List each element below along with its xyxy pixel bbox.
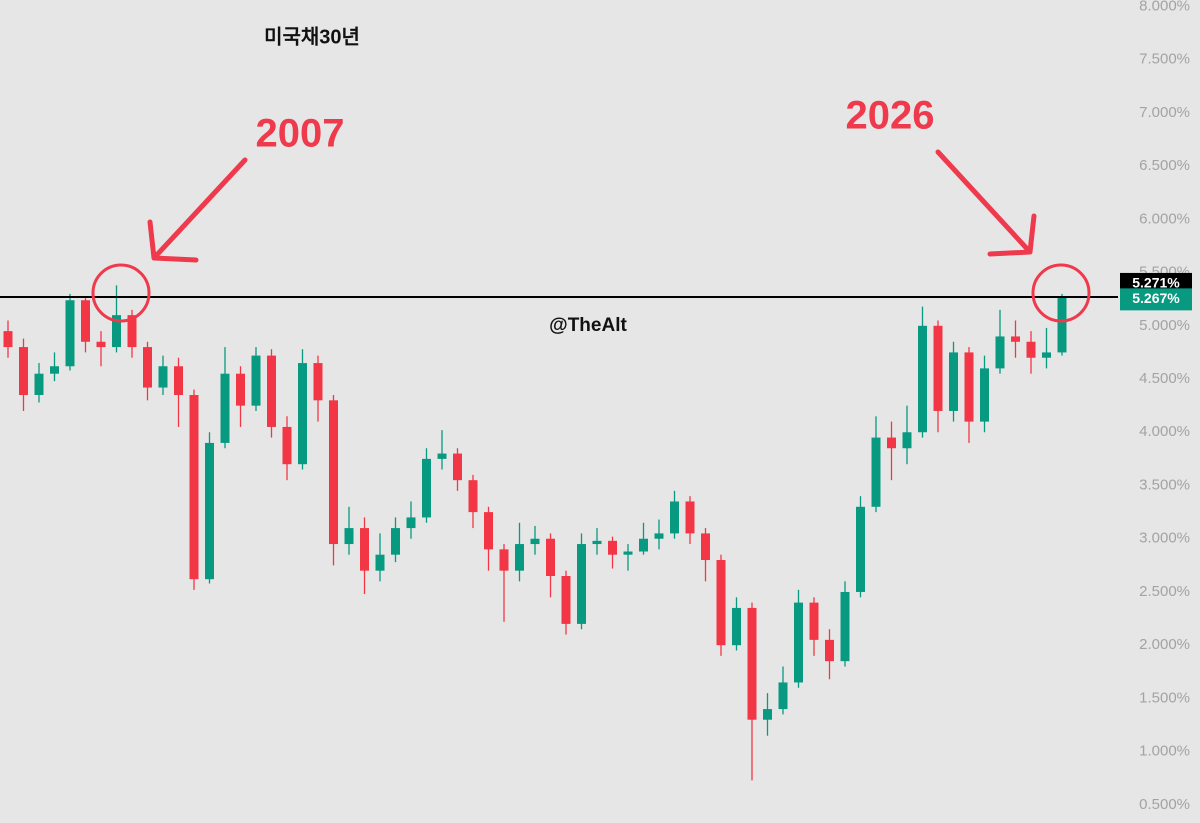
candle-body [1057,297,1067,353]
candle-body [1042,352,1051,358]
candle-body [143,347,152,388]
arrow [147,157,248,263]
candle-body [174,366,183,395]
candle-body [453,453,462,481]
candle-body [127,315,137,348]
y-tick-label: 4.500% [1139,370,1190,387]
watermark: @TheAlt [549,315,627,336]
candle-body [437,453,447,459]
y-tick-label: 6.000% [1139,210,1190,227]
annotation: 2007 [256,112,345,156]
y-tick-label: 2.500% [1139,583,1190,600]
y-tick-label: 3.000% [1139,530,1190,547]
candle-body [329,400,338,545]
candle-body [763,709,772,720]
candle-body [158,366,168,388]
candle-body [375,554,385,571]
candle-body [902,432,912,449]
candle-body [360,528,369,571]
y-tick-label: 7.500% [1139,51,1190,68]
highlight-circle [91,263,151,323]
candle-body [422,458,431,518]
candle-body [484,512,493,550]
candle-body [298,363,307,465]
y-tick-label: 0.500% [1139,796,1190,813]
candle-body [592,540,602,545]
candle-body [313,363,323,401]
y-tick-label: 8.000% [1139,0,1190,14]
price-label: 5.271% [1132,275,1180,291]
y-tick-label: 1.500% [1139,689,1190,706]
candle-body [623,551,633,555]
candle-body [995,336,1005,369]
candle-body [670,501,679,534]
candle-body [515,544,524,571]
candle-body [251,355,261,406]
candle-body [887,437,896,449]
y-tick-label: 7.000% [1139,104,1190,121]
highlight-circle [1031,263,1091,323]
candle-body [747,607,757,720]
y-tick-label: 3.500% [1139,476,1190,493]
candle-body [809,602,819,640]
candle-body [112,315,121,348]
y-tick-label: 6.500% [1139,157,1190,174]
candle-body [577,544,586,624]
candle-body [980,368,989,422]
candle-body [406,517,416,529]
candle-body [685,501,695,534]
candle-body [468,480,478,513]
candle-body [561,575,571,624]
candle-body [267,355,276,427]
candle-body [1026,341,1036,358]
candle-body [189,394,199,580]
candle-body [236,373,245,406]
candle-body [825,639,834,662]
candle-body [530,538,540,545]
candle-body [1011,336,1020,342]
last-price-label: 5.267% [1132,290,1180,306]
candle-body [608,540,617,555]
candle-body [344,528,354,545]
candle-body [499,549,509,571]
candle-body [639,538,648,552]
y-tick-label: 2.000% [1139,636,1190,653]
candle-body [856,506,865,592]
candle-body [96,341,106,348]
last-price-box [1120,288,1192,311]
candle-body [654,533,664,539]
candle-body [716,560,726,646]
chart-title: 미국채30년 [264,25,360,48]
candle-body [34,373,44,395]
candle-body [794,602,803,683]
y-tick-label: 1.000% [1139,743,1190,760]
candle-body [949,352,958,411]
candle-body [701,533,710,561]
candle-body [871,437,881,507]
candle-body [19,347,28,395]
arrow [935,149,1037,257]
candle-body [391,528,400,555]
candle-body [778,682,788,710]
candle-body [50,366,59,374]
candle-body [964,352,974,422]
candle-body [205,442,214,580]
candle-body [220,373,230,443]
y-tick-label: 5.000% [1139,317,1190,334]
candle-body [65,300,75,367]
y-tick-label: 4.000% [1139,423,1190,440]
candle-body [732,607,741,646]
candle-body [282,426,292,465]
annotation: 2026 [846,94,935,138]
candle-body [546,538,555,576]
candle-body [933,325,943,411]
candle-body [3,331,13,348]
candle-body [81,300,90,342]
candle-body [918,325,927,433]
candle-body [840,591,850,662]
